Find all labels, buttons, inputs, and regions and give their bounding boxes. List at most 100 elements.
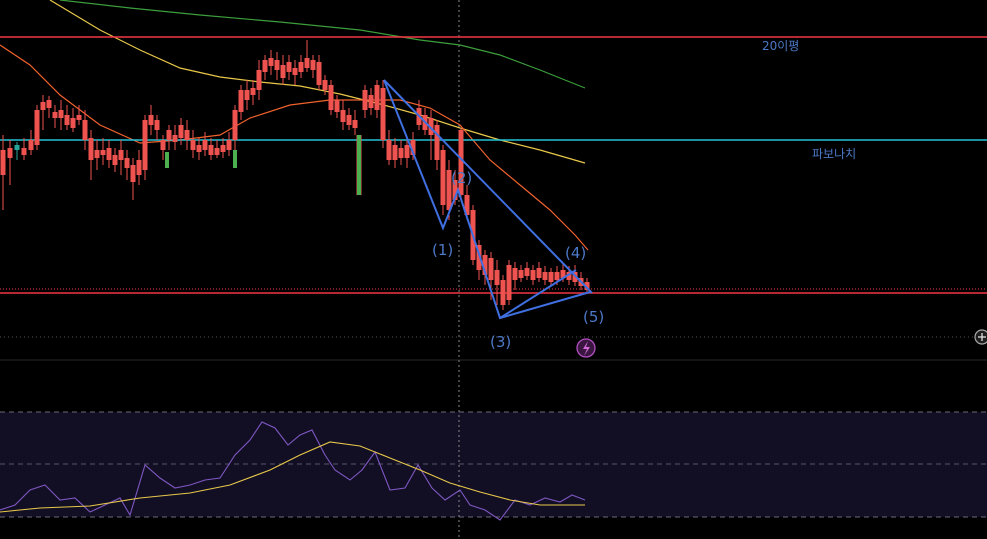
- candle-body: [452, 180, 458, 200]
- candle-body: [0, 150, 6, 175]
- candle-body: [530, 270, 536, 280]
- candle-body: [166, 130, 172, 140]
- candle-body: [184, 130, 190, 140]
- candle-body: [268, 58, 274, 66]
- candle-body: [46, 100, 52, 108]
- candle-body: [386, 140, 392, 160]
- candle-body: [154, 120, 160, 130]
- candle-body: [70, 118, 76, 128]
- candle-body: [304, 58, 310, 68]
- candle-body: [560, 270, 566, 278]
- candle-body: [208, 145, 214, 155]
- candle-body: [446, 170, 452, 210]
- candle-body: [160, 140, 166, 150]
- candle-body: [584, 282, 590, 290]
- candle-body: [334, 100, 340, 112]
- candle-body: [476, 245, 482, 270]
- candle-body: [124, 158, 130, 168]
- candle-body: [52, 112, 58, 118]
- rsi-line: [0, 421, 586, 521]
- candle-body: [310, 60, 316, 70]
- candle-body: [512, 268, 518, 280]
- candle-body: [362, 90, 368, 110]
- candle-body: [21, 148, 27, 155]
- wave-label-1: (1): [432, 241, 453, 259]
- candle-body: [232, 110, 238, 140]
- candle-body: [196, 145, 202, 152]
- candle-body: [548, 272, 554, 282]
- candle-body: [148, 115, 154, 125]
- candle-body: [398, 148, 404, 158]
- wave-line-lower: [499, 269, 577, 319]
- candle-body: [410, 140, 416, 155]
- candle-body: [292, 68, 298, 75]
- candle-body: [524, 268, 530, 276]
- candle-body: [434, 125, 440, 160]
- candle-body: [464, 195, 470, 215]
- candle-body: [28, 140, 34, 150]
- wave-label-2: (2): [451, 169, 472, 187]
- candle-body: [322, 80, 328, 90]
- candle-body: [328, 85, 334, 110]
- candle-body: [340, 110, 346, 122]
- candle-body: [142, 120, 148, 170]
- level-label-20ma: 20이평: [762, 39, 799, 53]
- wave-label-4: (4): [565, 244, 586, 262]
- signal-candle: [165, 152, 169, 168]
- plus-circle-icon[interactable]: [974, 329, 987, 345]
- ma-slow-line: [59, 0, 586, 89]
- candle-body: [368, 95, 374, 108]
- candle-body: [488, 258, 494, 280]
- candle-body: [34, 110, 40, 145]
- wave-label-5: (5): [583, 308, 604, 326]
- candle-body: [136, 160, 142, 175]
- candle-body: [178, 125, 184, 138]
- wave-label-3: (3): [490, 333, 511, 351]
- candle-body: [494, 270, 500, 285]
- candle-body: [250, 88, 256, 95]
- candle-body: [352, 120, 358, 128]
- candle-body: [440, 150, 446, 205]
- candle-body: [262, 60, 268, 72]
- candle-body: [226, 140, 232, 150]
- candle-body: [316, 62, 322, 85]
- candle-body: [428, 118, 434, 135]
- candle-body: [112, 155, 118, 165]
- ma-fast-line: [0, 44, 589, 251]
- candle-body: [88, 138, 94, 160]
- rsi-ma-line: [0, 441, 585, 513]
- candle-body: [458, 130, 464, 195]
- candle-body: [14, 145, 20, 150]
- candle-body: [214, 148, 220, 155]
- candle-body: [500, 280, 506, 305]
- candle-body: [100, 150, 106, 155]
- candle-body: [76, 115, 82, 120]
- candle-body: [202, 140, 208, 150]
- signal-candle: [233, 150, 237, 168]
- ma-mid-line: [49, 0, 586, 164]
- candle-body: [280, 65, 286, 78]
- candle-body: [220, 145, 226, 152]
- signal-candle: [357, 135, 361, 195]
- candle-body: [106, 148, 112, 160]
- candle-body: [566, 272, 572, 280]
- candle-body: [64, 115, 70, 125]
- candle-body: [506, 265, 512, 300]
- candlestick-series: [0, 40, 590, 310]
- candle-body: [190, 140, 196, 150]
- candle-body: [298, 62, 304, 72]
- candle-body: [482, 255, 488, 275]
- candle-body: [542, 272, 548, 280]
- candle-body: [274, 60, 280, 70]
- wave-line-upper: [383, 79, 593, 294]
- candle-body: [130, 165, 136, 182]
- lightning-icon[interactable]: [576, 338, 596, 358]
- candle-body: [118, 150, 124, 160]
- wave-path-left: [383, 79, 591, 320]
- candle-body: [94, 150, 100, 158]
- candle-body: [238, 90, 244, 112]
- candle-body: [404, 145, 410, 158]
- candle-body: [536, 268, 542, 278]
- level-label-fibonacci: 파보나치: [812, 147, 856, 161]
